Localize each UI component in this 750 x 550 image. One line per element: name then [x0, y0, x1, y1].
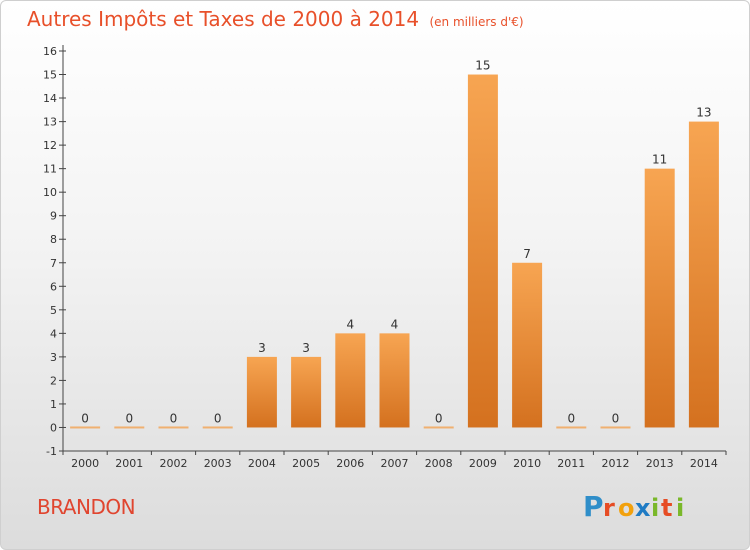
data-label: 3	[258, 341, 266, 355]
data-label: 4	[346, 317, 354, 331]
y-tick-label: 0	[50, 421, 57, 434]
data-label: 0	[125, 411, 133, 425]
svg-text:i: i	[651, 494, 660, 522]
data-label: 0	[214, 411, 222, 425]
y-tick-label: 12	[43, 139, 57, 152]
bar-2001	[114, 426, 145, 429]
y-tick-label: 14	[43, 92, 57, 105]
x-tick-label: 2004	[248, 457, 276, 470]
data-label: 4	[391, 317, 399, 331]
bar-2005	[291, 356, 322, 428]
data-label: 3	[302, 341, 310, 355]
y-tick-label: 8	[50, 233, 57, 246]
data-label: 0	[81, 411, 89, 425]
x-tick-label: 2003	[204, 457, 232, 470]
data-label: 0	[170, 411, 178, 425]
svg-text:t: t	[661, 494, 673, 522]
bar-2012	[600, 426, 631, 429]
svg-text:P: P	[583, 490, 605, 523]
bar-2008	[423, 426, 454, 429]
x-tick-label: 2009	[469, 457, 497, 470]
x-tick-label: 2010	[513, 457, 541, 470]
bar-2010	[512, 262, 543, 428]
y-tick-label: 9	[50, 210, 57, 223]
x-tick-label: 2000	[71, 457, 99, 470]
data-label: 0	[567, 411, 575, 425]
x-tick-label: 2007	[381, 457, 409, 470]
data-label: 0	[435, 411, 443, 425]
x-tick-label: 2005	[292, 457, 320, 470]
svg-text:o: o	[618, 494, 636, 522]
bar-2014	[688, 121, 719, 428]
data-label: 13	[696, 106, 711, 120]
svg-text:x: x	[635, 494, 651, 522]
bar-2011	[556, 426, 587, 429]
x-tick-label: 2008	[425, 457, 453, 470]
proxiti-logo[interactable]: P r o x i t i	[583, 489, 693, 523]
bar-2006	[335, 333, 366, 428]
y-tick-label: 11	[43, 163, 57, 176]
y-tick-label: 13	[43, 116, 57, 129]
x-tick-label: 2001	[115, 457, 143, 470]
chart-title-text: Autres Impôts et Taxes de 2000 à 2014	[27, 7, 420, 31]
y-tick-label: 6	[50, 280, 57, 293]
x-tick-label: 2013	[646, 457, 674, 470]
y-tick-label: 2	[50, 374, 57, 387]
y-tick-label: -1	[46, 445, 57, 458]
bar-2009	[467, 74, 498, 428]
y-tick-label: 3	[50, 351, 57, 364]
y-tick-label: 16	[43, 45, 57, 58]
bar-2002	[158, 426, 189, 429]
y-tick-label: 4	[50, 327, 57, 340]
data-label: 0	[612, 411, 620, 425]
y-tick-label: 1	[50, 398, 57, 411]
x-tick-label: 2014	[690, 457, 718, 470]
y-tick-label: 5	[50, 304, 57, 317]
svg-text:i: i	[676, 494, 685, 522]
chart-unit: (en milliers d'€)	[429, 15, 524, 29]
svg-text:r: r	[603, 494, 616, 522]
x-tick-label: 2006	[336, 457, 364, 470]
x-tick-label: 2012	[602, 457, 630, 470]
bar-2013	[644, 168, 675, 428]
data-label: 11	[652, 153, 667, 167]
x-tick-label: 2011	[557, 457, 585, 470]
data-label: 15	[475, 59, 490, 73]
bar-2000	[70, 426, 101, 429]
y-tick-label: 10	[43, 186, 57, 199]
x-tick-label: 2002	[160, 457, 188, 470]
bar-2004	[246, 356, 277, 428]
bar-2007	[379, 333, 410, 428]
y-tick-label: 15	[43, 69, 57, 82]
y-tick-label: 7	[50, 257, 57, 270]
chart-title: Autres Impôts et Taxes de 2000 à 2014 (e…	[27, 7, 524, 31]
data-label: 7	[523, 247, 531, 261]
town-name: BRANDON	[37, 495, 136, 519]
bar-2003	[202, 426, 233, 429]
